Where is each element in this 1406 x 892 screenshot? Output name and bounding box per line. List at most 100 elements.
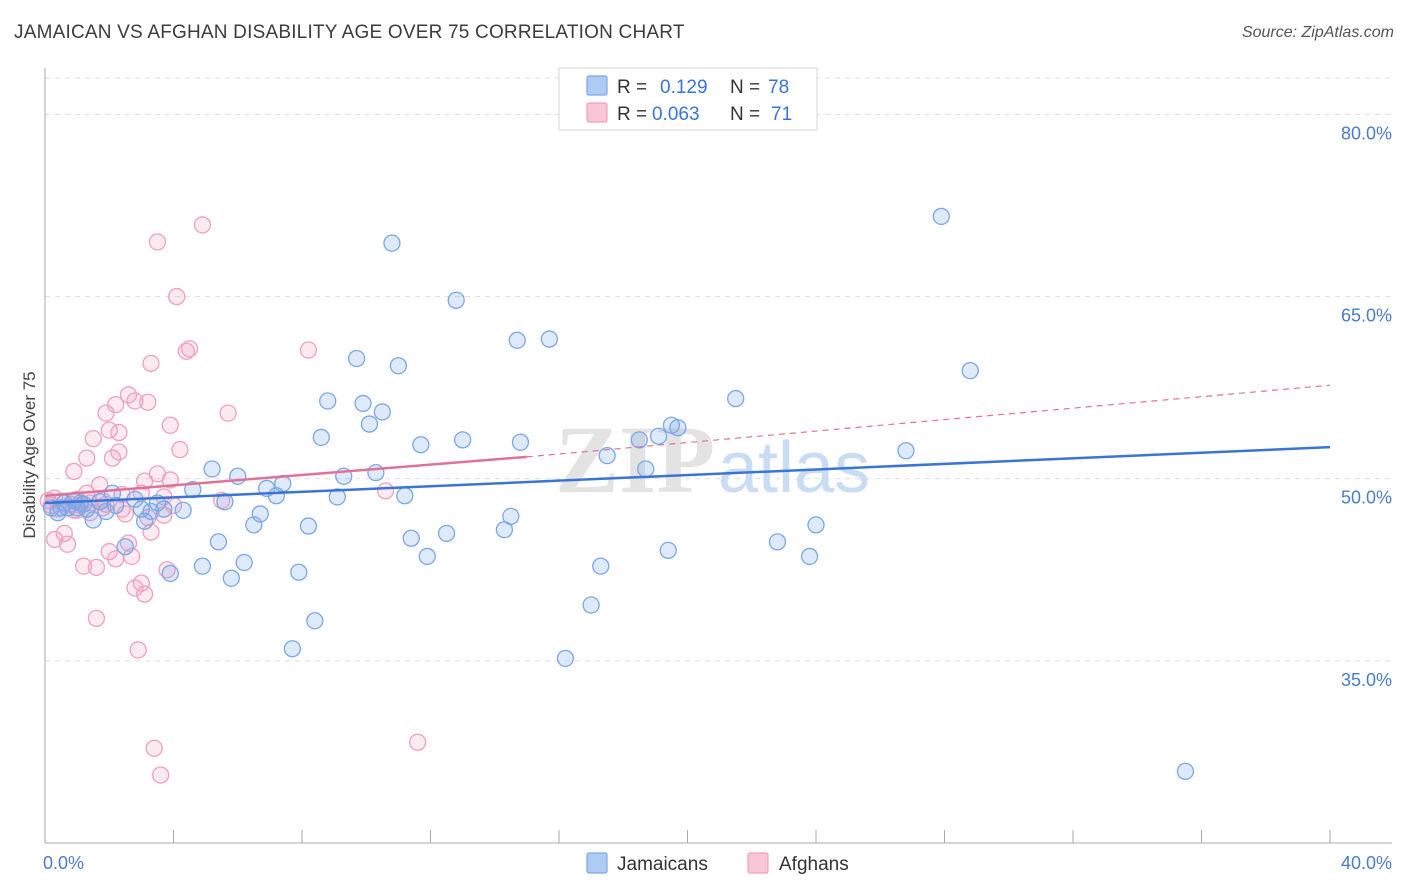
jamaicans-point (209, 533, 228, 551)
bottom-legend-swatch-afghans (747, 852, 769, 874)
jamaicans-point (299, 517, 318, 535)
afghans-point (299, 341, 318, 359)
jamaicans-point (396, 487, 414, 505)
afghans-point (180, 340, 199, 358)
jamaicans-point (251, 505, 269, 523)
jamaicans-point (328, 488, 346, 506)
afghans-point (84, 429, 102, 448)
afghans-point (87, 609, 106, 628)
axis-layer: 80.0% 65.0% 50.0% 35.0% 0.0% 40.0% (43, 68, 1392, 873)
jamaicans-point (502, 507, 520, 526)
afghans-point (110, 443, 128, 461)
jamaicans-point (306, 612, 324, 630)
jamaicans-point (235, 553, 253, 572)
jamaicans-point (800, 547, 819, 566)
legend-swatch-afghans (586, 102, 608, 123)
afghans-point (116, 505, 134, 523)
jamaicans-point (373, 403, 391, 421)
jamaicans-point (582, 596, 600, 614)
afghans-point (139, 393, 157, 411)
jamaicans-point (312, 428, 330, 447)
jamaicans-point (222, 569, 240, 587)
jamaicans-point (161, 564, 179, 583)
afghans-point (119, 386, 138, 404)
grid-layer (45, 77, 1392, 662)
chart-source: Source: ZipAtlas.com (1241, 24, 1394, 41)
jamaicans-point (540, 330, 559, 348)
jamaicans-point (354, 394, 372, 413)
jamaicans-point (84, 511, 102, 529)
jamaicans-point (637, 460, 655, 478)
jamaicans-point (49, 504, 67, 522)
jamaicans-point (768, 533, 787, 551)
jamaicans-point (807, 516, 825, 534)
afghans-point (161, 471, 179, 489)
legend-n-label-jamaicans: N = (730, 77, 760, 98)
bottom-legend-swatch-jamaicans (586, 852, 608, 874)
jamaicans-point (511, 433, 530, 451)
jamaicans-point (283, 640, 302, 658)
jamaicans-point (402, 529, 420, 547)
legend-n-value-jamaicans: 78 (768, 77, 789, 98)
jamaicans-point (649, 427, 668, 445)
x-tick-label: 40.0% (1341, 853, 1392, 873)
afghans-point (142, 354, 160, 373)
jamaicans-point (897, 442, 915, 460)
jamaicans-point (508, 331, 526, 349)
jamaicans-point (367, 463, 385, 482)
afghans-point (100, 542, 118, 561)
afghans-point (193, 216, 212, 234)
legend-n-label-afghans: N = (730, 104, 760, 125)
afghans-point (74, 557, 93, 575)
jamaicans-point (97, 502, 115, 521)
jamaicans-point (347, 349, 366, 368)
jamaicans-point (360, 415, 379, 433)
afghans-point (132, 574, 151, 592)
jamaicans-point (412, 436, 430, 454)
jamaicans-point (437, 524, 456, 543)
legend-r-label-afghans: R = (617, 104, 647, 125)
afghans-point (87, 558, 106, 577)
afghans-point (408, 733, 427, 751)
legend-r-label-jamaicans: R = (617, 77, 647, 98)
jamaicans-point (556, 649, 575, 668)
bottom-legend-label-afghans: Afghans (779, 854, 849, 875)
jamaicans-point (932, 207, 950, 226)
afghans-point (65, 462, 83, 481)
jamaicans-point (135, 512, 154, 530)
afghans-point (123, 547, 141, 566)
y-tick-label: 35.0% (1341, 670, 1392, 690)
afghans-point (145, 739, 163, 757)
legend-n-value-afghans: 71 (771, 104, 792, 125)
jamaicans-point (245, 516, 263, 534)
afghans-point (142, 523, 160, 541)
y-axis-title: Disability Age Over 75 (20, 371, 39, 538)
afghans-point (135, 472, 154, 490)
afghans-point (55, 524, 73, 543)
jamaicans-point (174, 501, 192, 519)
watermark-zip: ZIP (555, 406, 715, 513)
jamaicans-point (383, 234, 401, 252)
afghans-point (219, 404, 237, 422)
jamaicans-point (669, 419, 687, 437)
afghans-point (376, 482, 395, 500)
legend-r-value-afghans: 0.063 (652, 104, 700, 125)
jamaicans-point (216, 493, 234, 511)
jamaicans-point (453, 431, 472, 449)
jamaicans-point (630, 431, 648, 449)
jamaicans-point (290, 563, 308, 581)
jamaicans-point (598, 446, 616, 465)
afghans-point (171, 440, 189, 459)
afghans-trend-extension (526, 384, 1331, 458)
afghans-point (45, 530, 64, 549)
afghans-point (110, 423, 128, 442)
y-tick-label: 80.0% (1341, 123, 1392, 143)
jamaicans-point (389, 357, 408, 375)
afghans-point (58, 535, 77, 553)
trend-layer (44, 384, 1331, 505)
jamaicans-point (107, 496, 125, 515)
legend: R = 0.129 N = 78 R = 0.063 N = 71 (558, 67, 818, 131)
afghans-point (148, 233, 167, 251)
jamaicans-point (727, 389, 745, 408)
